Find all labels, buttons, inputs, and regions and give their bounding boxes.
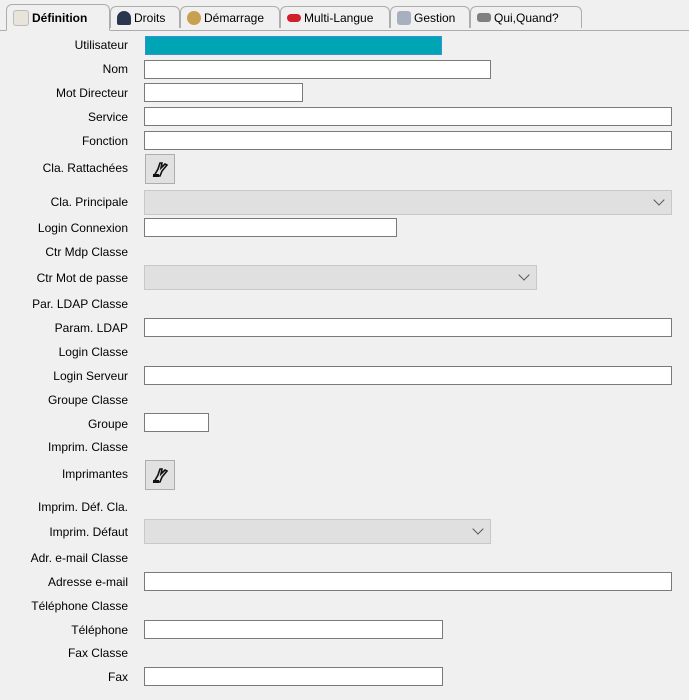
chevron-down-icon (472, 523, 484, 535)
label-ctr-mdp-classe: Ctr Mdp Classe (45, 245, 128, 259)
label-adresse-e-mail: Adresse e-mail (47, 575, 128, 589)
label-groupe: Groupe (87, 417, 128, 431)
label-login-classe: Login Classe (58, 345, 128, 359)
label-nom: Nom (102, 62, 128, 76)
adresse-e-mail-input[interactable] (144, 572, 672, 591)
tab-multi-langue[interactable]: Multi-Langue (280, 6, 390, 28)
hand-pointer-icon (152, 468, 169, 483)
label-imprim-defaut: Imprim. Défaut (49, 525, 128, 539)
groupe-input[interactable] (144, 413, 209, 432)
chevron-down-icon (653, 194, 665, 206)
nom-input[interactable] (144, 60, 491, 79)
label-adr-e-mail-classe: Adr. e-mail Classe (30, 551, 128, 565)
cla-rattachees-button[interactable] (145, 154, 175, 184)
tab-definition[interactable]: Définition (6, 4, 110, 31)
label-login-serveur: Login Serveur (53, 369, 128, 383)
label-service: Service (87, 110, 128, 124)
hand-pointer-icon (152, 162, 169, 177)
tab-qui-quand[interactable]: Qui,Quand? (470, 6, 582, 28)
fax-input[interactable] (144, 667, 443, 686)
user-icon (117, 10, 131, 25)
tab-gestion[interactable]: Gestion (390, 6, 470, 28)
login-serveur-input[interactable] (144, 366, 672, 385)
telephone-input[interactable] (144, 620, 443, 639)
chevron-down-icon (518, 269, 530, 281)
cla-principale-select[interactable] (144, 190, 672, 215)
printer-icon (397, 10, 411, 25)
label-cla-rattachees: Cla. Rattachées (42, 161, 128, 175)
label-login-connexion: Login Connexion (37, 221, 128, 235)
label-telephone: Téléphone (71, 623, 128, 637)
label-fax: Fax (107, 670, 128, 684)
mot-directeur-input[interactable] (144, 83, 303, 102)
param-ldap-input[interactable] (144, 318, 672, 337)
label-fax-classe: Fax Classe (67, 646, 128, 660)
projector-icon (477, 13, 491, 22)
label-mot-directeur: Mot Directeur (55, 86, 128, 100)
service-input[interactable] (144, 107, 672, 126)
tab-droits[interactable]: Droits (110, 6, 180, 28)
label-groupe-classe: Groupe Classe (47, 393, 128, 407)
cookie-icon (187, 10, 201, 25)
label-param-ldap: Param. LDAP (54, 321, 128, 335)
utilisateur-input[interactable] (145, 36, 442, 55)
lips-icon (287, 13, 301, 22)
login-connexion-input[interactable] (144, 218, 397, 237)
tab-bar: Définition Droits Démarrage Multi-Langue… (0, 0, 689, 31)
ctr-mot-de-passe-select[interactable] (144, 265, 537, 290)
document-icon (13, 9, 29, 26)
label-imprimantes: Imprimantes (61, 467, 128, 481)
label-ctr-mot-de-passe: Ctr Mot de passe (36, 271, 128, 285)
imprim-defaut-select[interactable] (144, 519, 491, 544)
label-par-ldap-classe: Par. LDAP Classe (32, 297, 128, 311)
label-imprim-def-cla: Imprim. Déf. Cla. (37, 500, 128, 514)
imprimantes-button[interactable] (145, 460, 175, 490)
tab-demarrage[interactable]: Démarrage (180, 6, 280, 28)
label-telephone-classe: Téléphone Classe (31, 599, 128, 613)
label-imprim-classe: Imprim. Classe (47, 440, 128, 454)
fonction-input[interactable] (144, 131, 672, 150)
label-fonction: Fonction (81, 134, 128, 148)
label-utilisateur: Utilisateur (74, 38, 128, 52)
label-cla-principale: Cla. Principale (50, 195, 128, 209)
